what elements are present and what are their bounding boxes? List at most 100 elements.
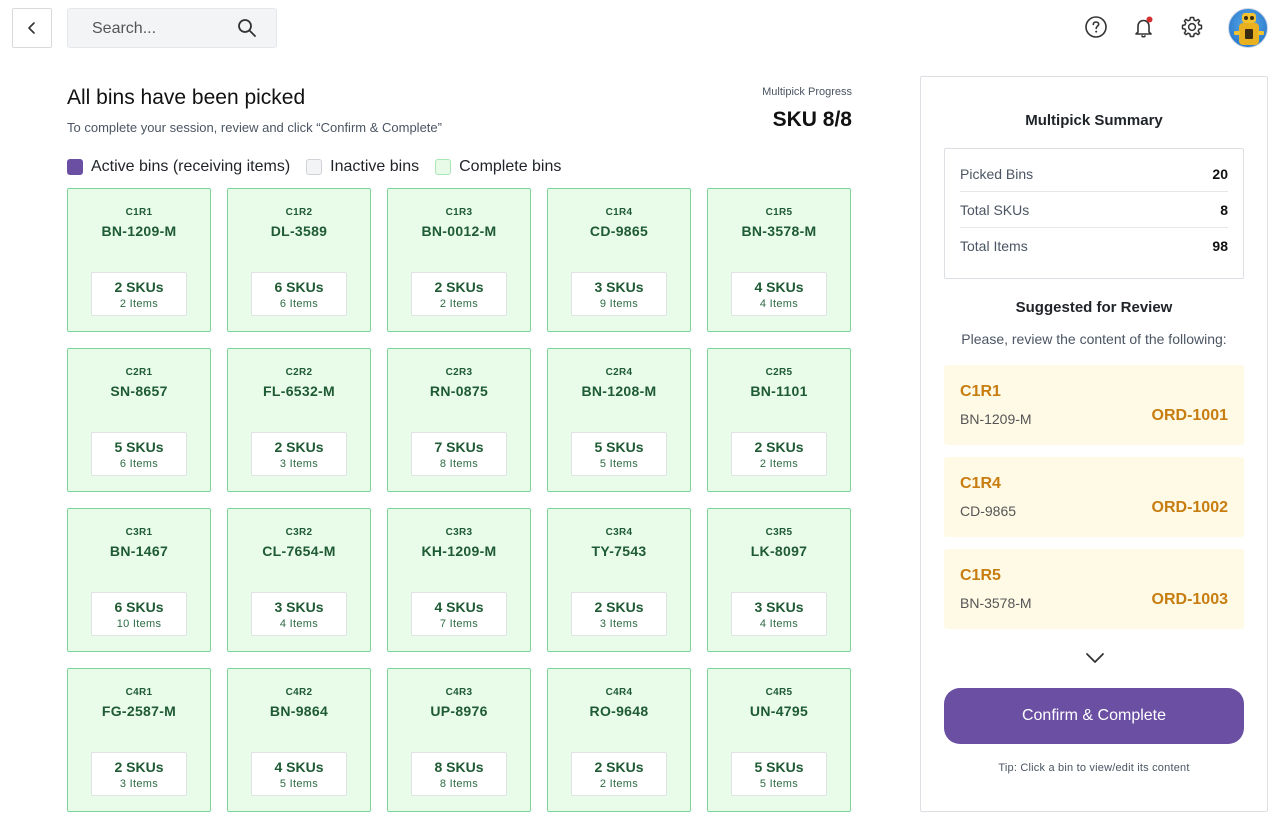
bin-sku: FG-2587-M	[101, 703, 177, 719]
bin-code: C1R5	[765, 207, 793, 218]
bin-code: C1R3	[445, 207, 473, 218]
bin-code: C4R4	[605, 687, 633, 698]
bin-code: C4R2	[285, 687, 313, 698]
chevron-down-icon[interactable]	[1084, 647, 1106, 669]
bin-sku: DL-3589	[270, 223, 328, 239]
back-button[interactable]	[12, 8, 52, 48]
bin-sku-count: 4 SKUs	[274, 759, 324, 775]
review-card[interactable]: C1R4 CD-9865 ORD-1002	[944, 457, 1244, 537]
bin-counts: 4 SKUs 7 Items	[411, 592, 507, 636]
bin-sku-count: 7 SKUs	[434, 439, 484, 455]
notification-bell-icon[interactable]	[1131, 14, 1157, 40]
bin-counts: 5 SKUs 5 Items	[571, 432, 667, 476]
bin-sku: UP-8976	[430, 703, 488, 719]
bin-card-c1r2[interactable]: C1R2 DL-3589 6 SKUs 6 Items	[227, 188, 371, 332]
review-bin-code: C1R1	[960, 383, 1001, 400]
bin-counts: 8 SKUs 8 Items	[411, 752, 507, 796]
bin-counts: 4 SKUs 5 Items	[251, 752, 347, 796]
help-icon[interactable]	[1083, 14, 1109, 40]
bin-sku: BN-3578-M	[741, 223, 817, 239]
bin-item-count: 5 Items	[279, 778, 319, 790]
review-order-id: ORD-1002	[1151, 499, 1228, 516]
active-swatch	[67, 159, 83, 175]
search-box[interactable]	[67, 8, 277, 48]
bin-card-c4r1[interactable]: C4R1 FG-2587-M 2 SKUs 3 Items	[67, 668, 211, 812]
bin-sku: RO-9648	[589, 703, 649, 719]
bin-item-count: 4 Items	[759, 298, 799, 310]
bin-card-c2r3[interactable]: C2R3 RN-0875 7 SKUs 8 Items	[387, 348, 531, 492]
multipick-summary-panel: Multipick Summary Picked Bins 20 Total S…	[920, 76, 1268, 812]
bin-item-count: 2 Items	[759, 458, 799, 470]
bin-card-c2r1[interactable]: C2R1 SN-8657 5 SKUs 6 Items	[67, 348, 211, 492]
review-bin-code: C1R4	[960, 475, 1001, 492]
bin-card-c1r4[interactable]: C1R4 CD-9865 3 SKUs 9 Items	[547, 188, 691, 332]
settings-gear-icon[interactable]	[1179, 14, 1205, 40]
bin-sku-count: 5 SKUs	[754, 759, 804, 775]
bin-card-c1r5[interactable]: C1R5 BN-3578-M 4 SKUs 4 Items	[707, 188, 851, 332]
review-card[interactable]: C1R5 BN-3578-M ORD-1003	[944, 549, 1244, 629]
bin-counts: 6 SKUs 6 Items	[251, 272, 347, 316]
bin-sku: BN-1209-M	[101, 223, 177, 239]
bin-card-c4r2[interactable]: C4R2 BN-9864 4 SKUs 5 Items	[227, 668, 371, 812]
bin-card-c4r4[interactable]: C4R4 RO-9648 2 SKUs 2 Items	[547, 668, 691, 812]
bin-code: C2R2	[285, 367, 313, 378]
bin-card-c2r5[interactable]: C2R5 BN-1101 2 SKUs 2 Items	[707, 348, 851, 492]
bin-card-c3r5[interactable]: C3R5 LK-8097 3 SKUs 4 Items	[707, 508, 851, 652]
stat-row: Picked Bins 20	[960, 156, 1228, 192]
bin-sku: UN-4795	[749, 703, 809, 719]
bin-card-c1r3[interactable]: C1R3 BN-0012-M 2 SKUs 2 Items	[387, 188, 531, 332]
bin-counts: 2 SKUs 3 Items	[251, 432, 347, 476]
stat-label: Total Items	[960, 238, 1028, 254]
summary-title: Multipick Summary	[1025, 112, 1163, 129]
bin-code: C1R2	[285, 207, 313, 218]
search-icon[interactable]	[237, 18, 257, 38]
confirm-complete-button[interactable]: Confirm & Complete	[944, 688, 1244, 744]
user-avatar[interactable]	[1228, 8, 1268, 48]
bin-code: C3R1	[125, 527, 153, 538]
bin-card-c4r3[interactable]: C4R3 UP-8976 8 SKUs 8 Items	[387, 668, 531, 812]
bin-sku: FL-6532-M	[263, 383, 335, 399]
review-order-id: ORD-1001	[1151, 407, 1228, 424]
bin-counts: 3 SKUs 9 Items	[571, 272, 667, 316]
bin-card-c3r4[interactable]: C3R4 TY-7543 2 SKUs 3 Items	[547, 508, 691, 652]
bin-card-c2r4[interactable]: C2R4 BN-1208-M 5 SKUs 5 Items	[547, 348, 691, 492]
bin-sku-count: 5 SKUs	[594, 439, 644, 455]
bin-sku-count: 3 SKUs	[274, 599, 324, 615]
stat-value: 20	[1212, 165, 1228, 182]
bin-sku-count: 4 SKUs	[434, 599, 484, 615]
bin-sku-count: 4 SKUs	[754, 279, 804, 295]
bin-code: C3R2	[285, 527, 313, 538]
bin-sku-count: 2 SKUs	[274, 439, 324, 455]
bin-card-c1r1[interactable]: C1R1 BN-1209-M 2 SKUs 2 Items	[67, 188, 211, 332]
bin-item-count: 5 Items	[599, 458, 639, 470]
bin-card-c3r2[interactable]: C3R2 CL-7654-M 3 SKUs 4 Items	[227, 508, 371, 652]
bin-counts: 2 SKUs 2 Items	[571, 752, 667, 796]
bin-card-c4r5[interactable]: C4R5 UN-4795 5 SKUs 5 Items	[707, 668, 851, 812]
bin-card-c3r3[interactable]: C3R3 KH-1209-M 4 SKUs 7 Items	[387, 508, 531, 652]
chevron-left-icon	[28, 22, 35, 34]
bin-card-c3r1[interactable]: C3R1 BN-1467 6 SKUs 10 Items	[67, 508, 211, 652]
bin-code: C2R3	[445, 367, 473, 378]
bin-counts: 3 SKUs 4 Items	[251, 592, 347, 636]
bin-sku-count: 5 SKUs	[114, 439, 164, 455]
bin-item-count: 3 Items	[279, 458, 319, 470]
bin-counts: 5 SKUs 6 Items	[91, 432, 187, 476]
bin-item-count: 2 Items	[439, 298, 479, 310]
bin-sku-count: 3 SKUs	[754, 599, 804, 615]
bin-sku-count: 6 SKUs	[274, 279, 324, 295]
stat-value: 8	[1220, 201, 1228, 218]
review-card[interactable]: C1R1 BN-1209-M ORD-1001	[944, 365, 1244, 445]
bin-sku-count: 8 SKUs	[434, 759, 484, 775]
stat-label: Picked Bins	[960, 165, 1034, 182]
bin-counts: 2 SKUs 2 Items	[731, 432, 827, 476]
bin-card-c2r2[interactable]: C2R2 FL-6532-M 2 SKUs 3 Items	[227, 348, 371, 492]
avatar-image	[1234, 13, 1264, 45]
bin-item-count: 3 Items	[119, 778, 159, 790]
bin-code: C3R4	[605, 527, 633, 538]
search-input[interactable]	[92, 18, 232, 40]
page-title: All bins have been picked	[67, 86, 306, 109]
bin-sku: CL-7654-M	[262, 543, 336, 559]
bin-counts: 7 SKUs 8 Items	[411, 432, 507, 476]
bin-sku: BN-1467	[109, 543, 169, 559]
bin-code: C2R4	[605, 367, 633, 378]
